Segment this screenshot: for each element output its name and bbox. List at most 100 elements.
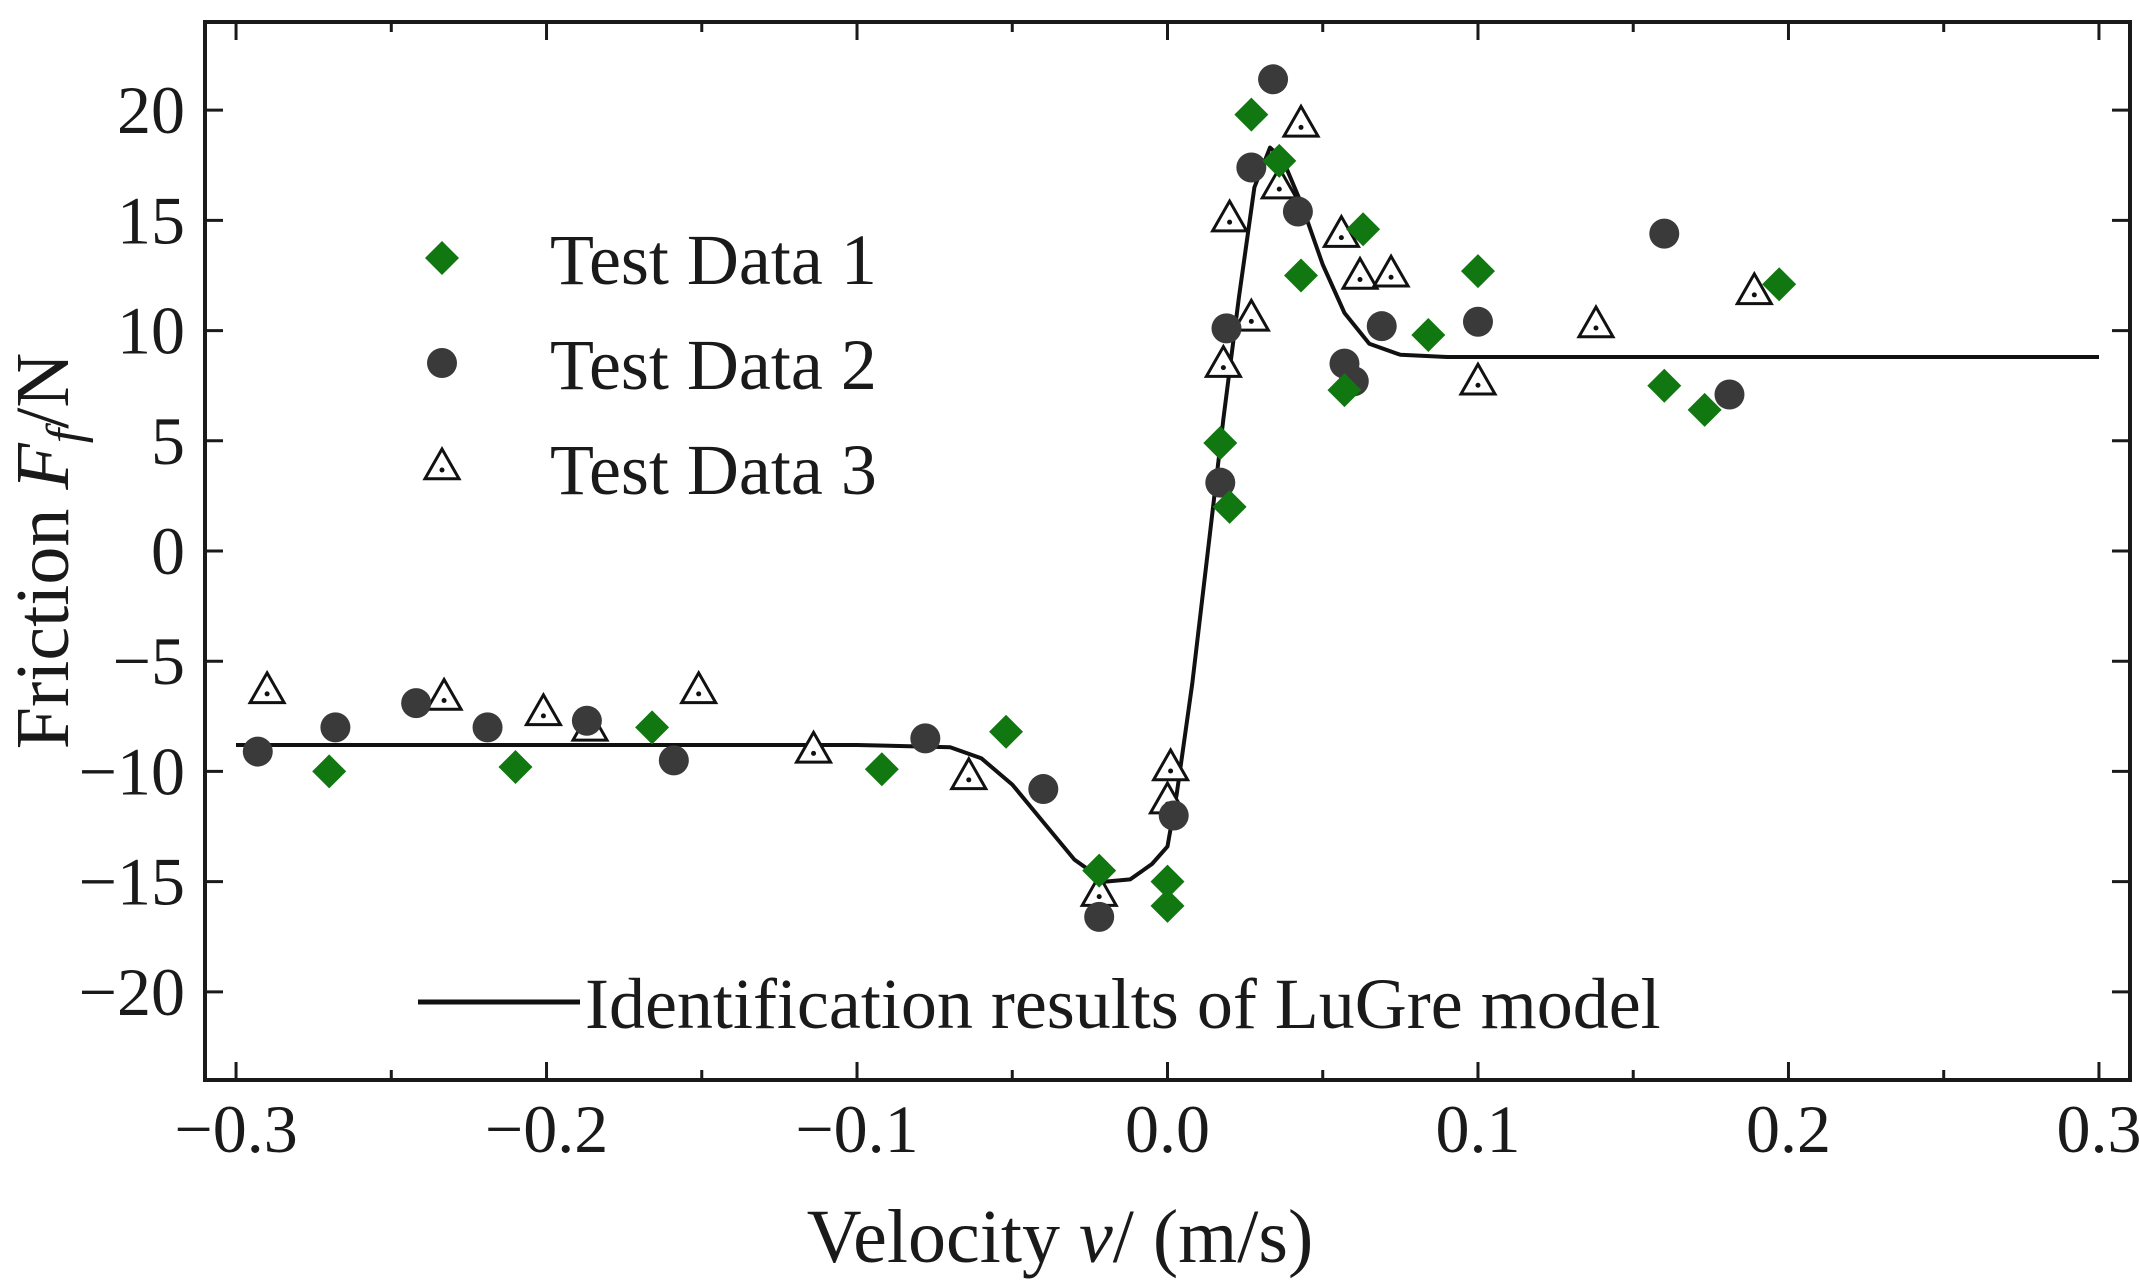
data-point-circle (1649, 218, 1680, 249)
triangle-outline (1210, 198, 1250, 233)
y-axis-label: Friction Ff/N (1, 353, 94, 750)
data-point-circle (1366, 311, 1397, 342)
data-point-circle (1158, 800, 1189, 831)
data-point-diamond (1212, 489, 1247, 524)
triangle-outline (1340, 255, 1380, 290)
y-tick-label: 5 (151, 403, 185, 479)
data-point-triangle (1259, 165, 1299, 200)
data-point-diamond (864, 752, 899, 787)
triangle-outline (793, 729, 834, 764)
triangle-center-dot (1276, 186, 1282, 192)
data-point-diamond (1234, 97, 1269, 132)
y-tick-label: 15 (117, 182, 185, 258)
triangle-center-dot (811, 750, 817, 756)
triangle-outline (247, 669, 287, 705)
triangle-outline (1371, 253, 1411, 288)
triangle-outline (422, 445, 462, 481)
legend: Test Data 1 Test Data 2 Test Data 3 Iden… (418, 220, 1661, 1044)
triangle-outline (424, 676, 464, 711)
data-point-diamond (1460, 254, 1495, 289)
triangle-center-dot (1475, 382, 1481, 388)
triangle-center-dot (441, 697, 447, 703)
x-tick-label: −0.1 (795, 1091, 918, 1167)
data-point-circle (1084, 901, 1115, 932)
data-point-triangle (793, 729, 834, 764)
y-tick-label: −10 (79, 733, 185, 809)
triangle-center-dot (1096, 894, 1102, 900)
triangle-center-dot (1298, 124, 1304, 130)
data-point-diamond (1687, 392, 1722, 427)
triangle-outline (1281, 103, 1321, 138)
triangle-center-dot (540, 713, 546, 719)
data-point-circle (242, 736, 273, 767)
x-tick-label: 0.2 (1746, 1091, 1831, 1167)
data-point-diamond (498, 750, 533, 785)
triangle-center-dot (1248, 318, 1254, 324)
data-point-triangle (949, 755, 989, 791)
x-tick-label: −0.2 (485, 1091, 608, 1167)
data-point-circle (401, 688, 432, 719)
triangle-center-dot (1751, 292, 1757, 298)
data-point-triangle (1151, 746, 1191, 782)
data-point-circle (1282, 196, 1313, 227)
triangle-center-dot (1227, 219, 1233, 225)
data-point-triangle (424, 676, 464, 711)
triangle-center-dot (1388, 274, 1394, 280)
data-point-circle (472, 712, 503, 743)
triangle-outline (1734, 270, 1774, 306)
data-point-circle (320, 712, 351, 743)
data-point-diamond (1346, 212, 1381, 247)
legend-label-fit-line: Identification results of LuGre model (585, 964, 1661, 1044)
x-tick-label: 0.3 (2056, 1091, 2140, 1167)
legend-marker-test-data-2 (427, 348, 457, 378)
data-point-diamond (1150, 888, 1185, 923)
x-tick-label: 0.0 (1125, 1091, 1210, 1167)
data-point-diamond (1327, 373, 1362, 408)
triangle-outline (1151, 746, 1191, 782)
data-point-circle (910, 723, 941, 754)
legend-diamond-icon (425, 241, 459, 275)
x-tick-label: 0.1 (1435, 1091, 1520, 1167)
data-point-circle (1258, 64, 1289, 95)
legend-marker-test-data-1 (425, 241, 459, 275)
triangle-outline (949, 755, 989, 791)
data-point-diamond (989, 714, 1024, 749)
y-tick-label: −15 (79, 844, 185, 920)
data-point-triangle (523, 691, 564, 727)
data-point-diamond (1284, 258, 1319, 293)
data-point-triangle (1340, 255, 1380, 290)
data-point-triangle (1210, 198, 1250, 233)
data-point-triangle (1231, 297, 1271, 332)
triangle-center-dot (696, 691, 702, 697)
data-point-circle (1205, 467, 1236, 498)
triangle-center-dot (264, 691, 270, 697)
data-point-diamond (312, 754, 347, 789)
triangle-outline (1231, 297, 1271, 332)
data-point-diamond (1150, 864, 1185, 899)
triangle-center-dot (1168, 768, 1174, 774)
triangle-outline (1576, 303, 1616, 339)
triangle-center-dot (1220, 365, 1226, 371)
legend-label-test-data-2: Test Data 2 (550, 325, 877, 405)
data-point-circle (1462, 306, 1493, 337)
data-point-diamond (1262, 143, 1297, 178)
data-point-triangle (1734, 270, 1774, 306)
data-point-triangle (679, 669, 719, 705)
data-point-circle (658, 745, 689, 776)
y-tick-label: 0 (151, 513, 185, 589)
data-point-triangle (1281, 103, 1321, 138)
data-point-circle (571, 705, 602, 736)
data-point-diamond (1203, 425, 1238, 460)
data-point-circle (1211, 313, 1242, 344)
data-point-triangle (1371, 253, 1411, 288)
data-point-diamond (1762, 267, 1797, 302)
y-tick-label: 20 (117, 72, 185, 148)
data-point-triangle (1576, 303, 1616, 339)
fit-line-layer (236, 145, 2099, 884)
triangle-outline (679, 669, 719, 705)
triangle-center-dot (1357, 276, 1363, 282)
data-point-diamond (1082, 853, 1117, 888)
data-point-triangle (1458, 361, 1498, 396)
triangle-center-dot (1338, 235, 1344, 241)
